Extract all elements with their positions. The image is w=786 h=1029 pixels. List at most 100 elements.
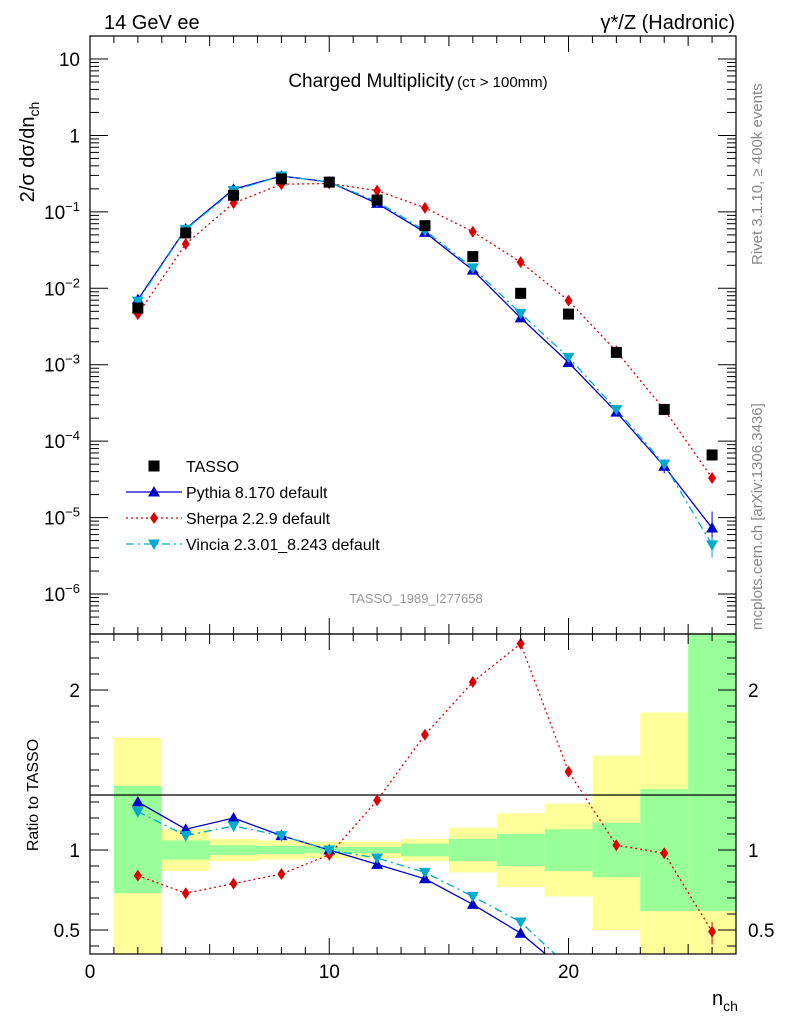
tick-exponent: −6 bbox=[65, 581, 80, 596]
sherpa-ratio-point bbox=[708, 925, 717, 938]
vincia-ratio-point bbox=[371, 853, 384, 864]
x-tick-label: 10 bbox=[319, 962, 340, 983]
lower-frame bbox=[89, 633, 737, 955]
upper-y-tick-label: 10−5 bbox=[44, 505, 80, 530]
sherpa-ratio-point bbox=[181, 887, 190, 900]
lower-y-tick-label-right: 0.5 bbox=[748, 921, 774, 942]
legend-marker bbox=[148, 460, 160, 472]
upper-ylabel-sub: ch bbox=[26, 102, 42, 117]
upper-y-tick-label: 10−6 bbox=[44, 581, 80, 606]
tasso-point bbox=[132, 302, 144, 314]
vincia-point bbox=[658, 459, 671, 471]
tick-base: 10 bbox=[44, 356, 65, 377]
vincia-point bbox=[562, 352, 575, 364]
x-axis-label-main: n bbox=[712, 988, 723, 1010]
x-tick-label: 0 bbox=[85, 962, 96, 983]
vincia-ratio-point bbox=[131, 807, 144, 818]
legend-label: Vincia 2.3.01_8.243 default bbox=[186, 537, 380, 554]
upper-y-tick-label: 1 bbox=[69, 126, 80, 147]
tick-base: 10 bbox=[44, 279, 65, 300]
vincia-ratio-point bbox=[610, 977, 622, 988]
pythia-ratio-point bbox=[227, 812, 240, 823]
lower-y-tick-label-left: 1 bbox=[69, 841, 80, 862]
stat-uncertainty-band bbox=[353, 846, 402, 854]
vincia-ratio-point bbox=[227, 821, 240, 832]
vincia-point bbox=[131, 296, 144, 308]
stat-uncertainty-band bbox=[688, 634, 736, 911]
tasso-point bbox=[706, 449, 718, 461]
tasso-point bbox=[275, 173, 287, 185]
pythia-ratio-point bbox=[131, 796, 144, 807]
sherpa-point bbox=[516, 256, 525, 269]
sherpa-point bbox=[420, 201, 429, 214]
tasso-point bbox=[371, 194, 383, 206]
chart-title-main: Charged Multiplicity bbox=[288, 71, 454, 92]
tasso-point bbox=[563, 308, 575, 320]
upper-y-tick-label: 10−1 bbox=[44, 199, 80, 224]
vincia-ratio-point bbox=[514, 917, 527, 928]
sherpa-ratio-point bbox=[133, 869, 142, 882]
legend-marker bbox=[150, 512, 158, 524]
pythia-ratio-point bbox=[466, 898, 479, 909]
sherpa-point bbox=[564, 294, 573, 307]
sherpa-ratio-point bbox=[277, 868, 286, 880]
tasso-point bbox=[467, 251, 479, 263]
upper-y-tick-label: 10−4 bbox=[44, 428, 80, 453]
tasso-point bbox=[228, 189, 240, 201]
upper-y-tick-label: 10−3 bbox=[44, 352, 80, 377]
legend-label: Sherpa 2.2.9 default bbox=[186, 511, 331, 528]
tick-exponent: −2 bbox=[65, 275, 80, 290]
legend-label: Pythia 8.170 default bbox=[186, 485, 328, 502]
analysis-id-label: TASSO_1989_I277658 bbox=[349, 591, 482, 606]
tasso-point bbox=[180, 227, 192, 239]
pythia-ratio-point bbox=[658, 975, 670, 986]
rivet-label: Rivet 3.1.10, ≥ 400k events bbox=[749, 83, 766, 265]
stat-uncertainty-band bbox=[257, 846, 306, 854]
chart-title-suffix: (cτ > 100mm) bbox=[457, 74, 548, 91]
upper-y-tick-label: 10−2 bbox=[44, 275, 80, 300]
sherpa-point bbox=[373, 184, 382, 197]
ratio-uncertainty-bands bbox=[113, 634, 736, 954]
legend: TASSO Pythia 8.170 default Sherpa 2.2.9 de… bbox=[126, 459, 380, 554]
sherpa-ratio-point bbox=[420, 728, 429, 741]
vincia-ratio-point bbox=[275, 831, 288, 842]
tick-exponent: −5 bbox=[65, 505, 80, 520]
vincia-point bbox=[706, 540, 719, 551]
tasso-point bbox=[658, 403, 670, 415]
vincia-point bbox=[466, 263, 479, 274]
legend-label: TASSO bbox=[186, 459, 239, 476]
stat-uncertainty-band bbox=[544, 829, 593, 871]
tick-exponent: −3 bbox=[65, 352, 80, 367]
tasso-point bbox=[610, 346, 622, 358]
tick-exponent: −1 bbox=[65, 199, 80, 214]
sherpa-ratio-point bbox=[516, 637, 525, 650]
sherpa-ratio-point bbox=[229, 877, 238, 890]
sherpa-ratio-point bbox=[612, 839, 621, 852]
x-axis-label: nch bbox=[712, 988, 738, 1014]
upper-ylabel: 2/σ dσ/dnch bbox=[17, 102, 42, 203]
tick-exponent: −4 bbox=[65, 428, 80, 443]
legend-marker bbox=[148, 539, 160, 550]
lower-ylabel: Ratio to TASSO bbox=[25, 739, 42, 851]
tasso-point bbox=[323, 176, 335, 188]
sherpa-ratio-point bbox=[660, 847, 669, 860]
vincia-ratio-point bbox=[323, 845, 336, 856]
pythia-point bbox=[706, 522, 719, 533]
sherpa-ratio-point bbox=[373, 794, 382, 807]
lower-y-tick-label-right: 2 bbox=[748, 681, 759, 702]
sherpa-point bbox=[468, 225, 477, 238]
vincia-ratio-point bbox=[466, 891, 479, 903]
vincia-ratio-point bbox=[658, 975, 670, 986]
sherpa-ratio-point bbox=[468, 676, 477, 688]
stat-uncertainty-band bbox=[448, 838, 497, 862]
stat-uncertainty-band bbox=[401, 843, 449, 857]
chart-title: Charged Multiplicity (cτ > 100mm) bbox=[288, 71, 547, 92]
legend-marker bbox=[148, 486, 160, 497]
vincia-ratio-point bbox=[179, 831, 192, 842]
lower-series-markers bbox=[131, 637, 717, 988]
pythia-ratio-point bbox=[179, 823, 192, 834]
header-left-label: 14 GeV ee bbox=[104, 12, 200, 34]
pythia-ratio-point bbox=[610, 977, 622, 988]
